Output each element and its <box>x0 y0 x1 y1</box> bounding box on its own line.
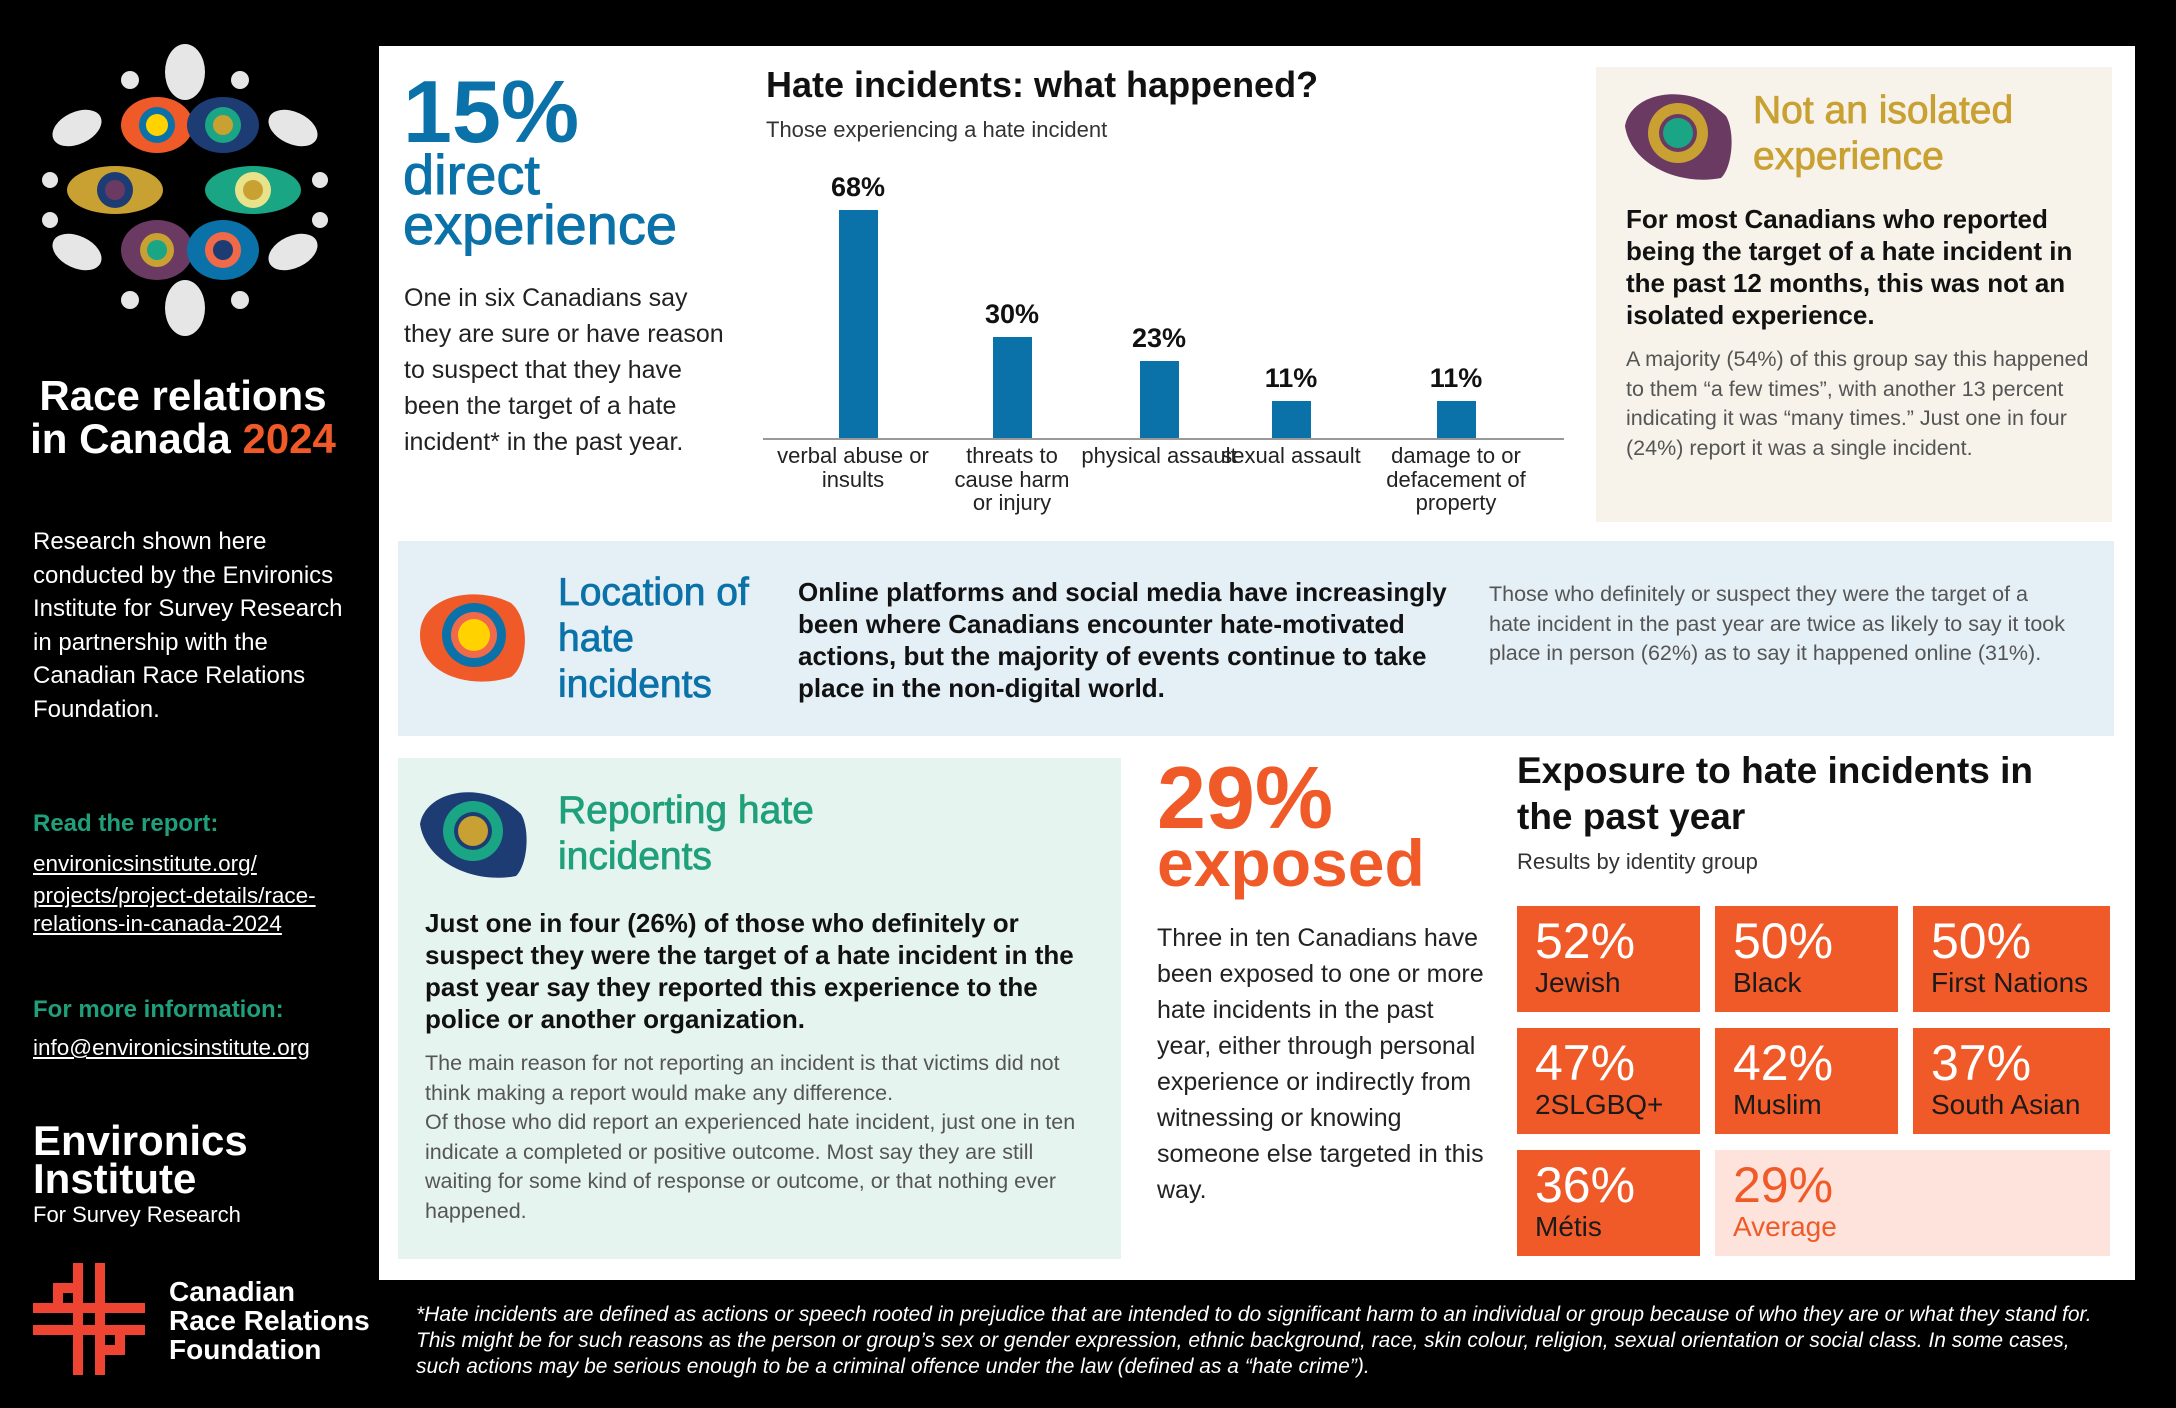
bar-value-label: 68% <box>830 172 886 202</box>
tile-percent: 29% <box>1733 1157 1834 1213</box>
chart-subtitle: Those experiencing a hate incident <box>766 117 1108 142</box>
category-label: verbal abuse or insults <box>777 443 929 492</box>
isolated-title: Not an isolated experience <box>1753 89 2014 179</box>
tile-percent: 50% <box>1733 913 1834 969</box>
location-lead: Online platforms and social media have i… <box>798 577 1447 703</box>
direct-description: One in six Canadians say they are sure o… <box>404 284 724 456</box>
tile-percent: 47% <box>1535 1035 1636 1091</box>
tile-percent: 50% <box>1931 913 2032 969</box>
average-tile: 29% Average <box>1715 1150 2110 1256</box>
race-relations-logo <box>42 44 328 336</box>
exposure-subtitle: Results by identity group <box>1517 849 1758 874</box>
chart-title: Hate incidents: what happened? <box>766 64 1319 105</box>
crrf-logo-icon <box>33 1263 145 1375</box>
bar-0 <box>839 210 878 438</box>
bar-1 <box>993 337 1032 438</box>
reporting-lead: Just one in four (26%) of those who defi… <box>425 908 1074 1034</box>
identity-tile: 37% South Asian <box>1913 1028 2110 1134</box>
identity-tile: 47% 2SLGBQ+ <box>1517 1028 1700 1134</box>
tile-percent: 42% <box>1733 1035 1834 1091</box>
tile-group: Jewish <box>1535 967 1621 998</box>
tile-group: 2SLGBQ+ <box>1535 1089 1664 1120</box>
sidebar-title: Race relations in Canada 2024 <box>30 372 336 462</box>
read-report-heading: Read the report: <box>33 810 219 837</box>
environics-logo: Environics Institute <box>33 1117 248 1202</box>
tile-group: South Asian <box>1931 1089 2081 1120</box>
location-band <box>398 541 2114 736</box>
category-label: sexual assault <box>1221 443 1361 468</box>
bar-4 <box>1437 401 1476 438</box>
more-info-heading: For more information: <box>33 996 284 1023</box>
location-title: Location of hate incidents <box>558 571 750 707</box>
direct-label: direct experience <box>403 143 678 256</box>
reporting-body: The main reason for not reporting an inc… <box>425 1051 1076 1223</box>
exposure-title: Exposure to hate incidents in the past y… <box>1517 750 2034 837</box>
eye-icon-orange <box>420 594 525 682</box>
crrf-logo-text: Canadian Race Relations Foundation <box>169 1276 370 1365</box>
reporting-title: Reporting hate incidents <box>558 789 815 879</box>
tile-group: Average <box>1733 1211 1837 1242</box>
identity-tile: 42% Muslim <box>1715 1028 1898 1134</box>
footnote: *Hate incidents are defined as actions o… <box>416 1303 2092 1378</box>
isolated-body: A majority (54%) of this group say this … <box>1626 347 2089 460</box>
eye-icon-navy <box>420 792 527 878</box>
tile-group: Métis <box>1535 1211 1602 1242</box>
identity-tile: 52% Jewish <box>1517 906 1700 1012</box>
identity-tile: 50% First Nations <box>1913 906 2110 1012</box>
identity-tile: 50% Black <box>1715 906 1898 1012</box>
eye-icon-purple <box>1625 94 1732 180</box>
category-label: damage to or defacement of property <box>1386 443 1526 515</box>
tile-percent: 36% <box>1535 1157 1636 1213</box>
email-link[interactable]: info@environicsinstitute.org <box>33 1035 310 1060</box>
identity-tile: 36% Métis <box>1517 1150 1700 1256</box>
bar-value-label: 30% <box>984 299 1040 330</box>
bar-value-label: 11% <box>1429 363 1483 394</box>
chart-axis-line <box>763 438 1564 440</box>
isolated-lead: For most Canadians who reported being th… <box>1626 204 2073 330</box>
bar-2 <box>1140 360 1179 438</box>
report-link[interactable]: environicsinstitute.org/ projects/projec… <box>33 851 316 936</box>
category-label: physical assault <box>1081 443 1237 468</box>
location-body: Those who definitely or suspect they wer… <box>1489 582 2066 665</box>
direct-stat: 15% <box>403 62 580 161</box>
tile-group: First Nations <box>1931 967 2089 998</box>
tile-group: Muslim <box>1733 1089 1822 1120</box>
sidebar-description: Research shown here conducted by the Env… <box>33 528 343 723</box>
bar-value-label: 23% <box>1131 322 1187 353</box>
exposed-label: exposed <box>1157 826 1425 900</box>
tile-percent: 37% <box>1931 1035 2032 1091</box>
environics-logo-subtitle: For Survey Research <box>33 1202 241 1227</box>
exposed-stat: 29% <box>1157 748 1334 847</box>
tile-group: Black <box>1733 967 1802 998</box>
exposed-description: Three in ten Canadians have been exposed… <box>1157 924 1484 1204</box>
bar-value-label: 11% <box>1264 363 1318 394</box>
category-label: threats to cause harm or injury <box>954 443 1070 515</box>
tile-percent: 52% <box>1535 913 1636 969</box>
bar-3 <box>1272 401 1311 438</box>
